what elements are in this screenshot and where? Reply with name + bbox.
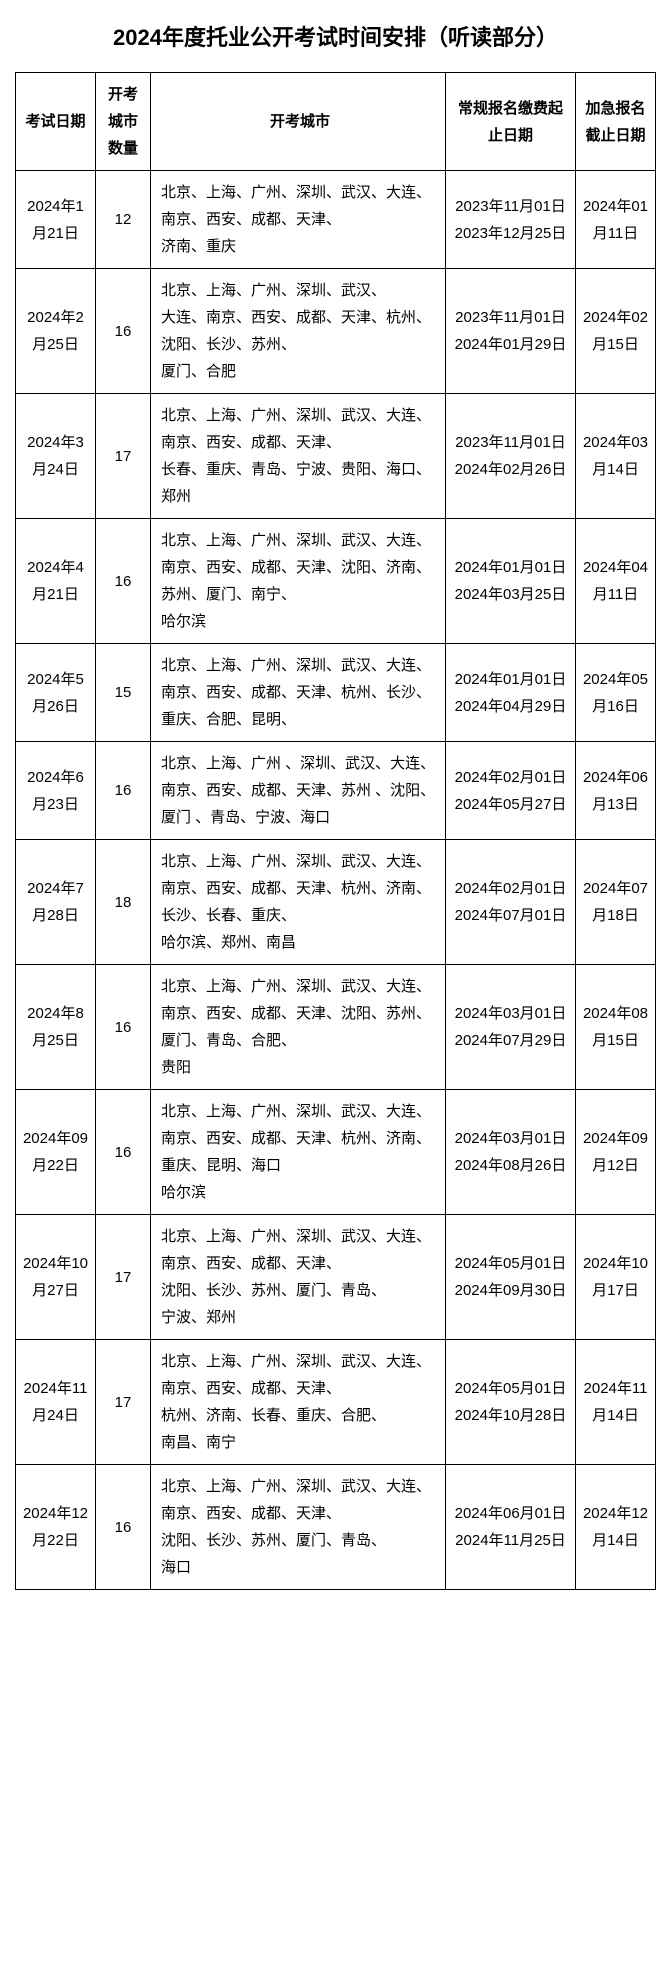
header-urgent: 加急报名截止日期	[576, 73, 656, 171]
cell-register: 2024年02月01日2024年05月27日	[446, 742, 576, 840]
cell-register: 2024年02月01日2024年07月01日	[446, 840, 576, 965]
cell-count: 17	[96, 394, 151, 519]
header-date: 考试日期	[16, 73, 96, 171]
cell-count: 15	[96, 644, 151, 742]
table-row: 2024年3月24日17北京、上海、广州、深圳、武汉、大连、南京、西安、成都、天…	[16, 394, 656, 519]
cell-count: 17	[96, 1215, 151, 1340]
header-cities: 开考城市	[151, 73, 446, 171]
cell-count: 16	[96, 1465, 151, 1590]
cell-urgent: 2024年06月13日	[576, 742, 656, 840]
cell-register: 2023年11月01日2024年02月26日	[446, 394, 576, 519]
cell-register: 2024年03月01日2024年08月26日	[446, 1090, 576, 1215]
cell-urgent: 2024年04月11日	[576, 519, 656, 644]
cell-urgent: 2024年05月16日	[576, 644, 656, 742]
cell-register: 2023年11月01日2023年12月25日	[446, 171, 576, 269]
cell-register: 2024年01月01日2024年03月25日	[446, 519, 576, 644]
cell-date: 2024年09月22日	[16, 1090, 96, 1215]
schedule-table: 考试日期 开考城市数量 开考城市 常规报名缴费起止日期 加急报名截止日期 202…	[15, 72, 656, 1590]
table-row: 2024年4月21日16北京、上海、广州、深圳、武汉、大连、南京、西安、成都、天…	[16, 519, 656, 644]
table-row: 2024年09月22日16北京、上海、广州、深圳、武汉、大连、南京、西安、成都、…	[16, 1090, 656, 1215]
cell-cities: 北京、上海、广州、深圳、武汉、 大连、南京、西安、成都、天津、杭州、沈阳、长沙、…	[151, 269, 446, 394]
header-register: 常规报名缴费起止日期	[446, 73, 576, 171]
cell-cities: 北京、上海、广州、深圳、武汉、大连、南京、西安、成都、天津、 沈阳、长沙、苏州、…	[151, 1465, 446, 1590]
page-title: 2024年度托业公开考试时间安排（听读部分）	[15, 20, 656, 52]
table-row: 2024年7月28日18北京、上海、广州、深圳、武汉、大连、南京、西安、成都、天…	[16, 840, 656, 965]
table-row: 2024年8月25日16北京、上海、广州、深圳、武汉、大连、南京、西安、成都、天…	[16, 965, 656, 1090]
cell-urgent: 2024年07月18日	[576, 840, 656, 965]
cell-count: 18	[96, 840, 151, 965]
cell-urgent: 2024年09月12日	[576, 1090, 656, 1215]
cell-date: 2024年1月21日	[16, 171, 96, 269]
cell-count: 16	[96, 742, 151, 840]
cell-cities: 北京、上海、广州 、深圳、武汉、大连、南京、西安、成都、天津、苏州 、沈阳、厦门…	[151, 742, 446, 840]
table-row: 2024年1月21日12北京、上海、广州、深圳、武汉、大连、南京、西安、成都、天…	[16, 171, 656, 269]
table-row: 2024年10月27日17北京、上海、广州、深圳、武汉、大连、南京、西安、成都、…	[16, 1215, 656, 1340]
cell-urgent: 2024年01月11日	[576, 171, 656, 269]
table-row: 2024年5月26日15北京、上海、广州、深圳、武汉、大连、南京、西安、成都、天…	[16, 644, 656, 742]
cell-urgent: 2024年11月14日	[576, 1340, 656, 1465]
cell-urgent: 2024年02月15日	[576, 269, 656, 394]
cell-cities: 北京、上海、广州、深圳、武汉、大连、南京、西安、成都、天津、 沈阳、长沙、苏州、…	[151, 1215, 446, 1340]
table-header-row: 考试日期 开考城市数量 开考城市 常规报名缴费起止日期 加急报名截止日期	[16, 73, 656, 171]
cell-register: 2023年11月01日2024年01月29日	[446, 269, 576, 394]
cell-count: 16	[96, 269, 151, 394]
cell-cities: 北京、上海、广州、深圳、武汉、大连、南京、西安、成都、天津、沈阳、苏州、厦门、青…	[151, 965, 446, 1090]
cell-register: 2024年06月01日2024年11月25日	[446, 1465, 576, 1590]
cell-register: 2024年03月01日2024年07月29日	[446, 965, 576, 1090]
cell-count: 16	[96, 519, 151, 644]
cell-date: 2024年10月27日	[16, 1215, 96, 1340]
cell-urgent: 2024年12月14日	[576, 1465, 656, 1590]
cell-urgent: 2024年10月17日	[576, 1215, 656, 1340]
cell-date: 2024年7月28日	[16, 840, 96, 965]
cell-cities: 北京、上海、广州、深圳、武汉、大连、南京、西安、成都、天津、杭州、长沙、重庆、合…	[151, 644, 446, 742]
header-count: 开考城市数量	[96, 73, 151, 171]
cell-date: 2024年2月25日	[16, 269, 96, 394]
cell-date: 2024年12月22日	[16, 1465, 96, 1590]
cell-cities: 北京、上海、广州、深圳、武汉、大连、南京、西安、成都、天津、 杭州、济南、长春、…	[151, 1340, 446, 1465]
cell-cities: 北京、上海、广州、深圳、武汉、大连、南京、西安、成都、天津、 长春、重庆、青岛、…	[151, 394, 446, 519]
cell-date: 2024年6月23日	[16, 742, 96, 840]
cell-urgent: 2024年08月15日	[576, 965, 656, 1090]
cell-register: 2024年01月01日2024年04月29日	[446, 644, 576, 742]
cell-date: 2024年4月21日	[16, 519, 96, 644]
table-row: 2024年11月24日17北京、上海、广州、深圳、武汉、大连、南京、西安、成都、…	[16, 1340, 656, 1465]
cell-count: 16	[96, 965, 151, 1090]
cell-date: 2024年8月25日	[16, 965, 96, 1090]
cell-register: 2024年05月01日2024年09月30日	[446, 1215, 576, 1340]
cell-date: 2024年3月24日	[16, 394, 96, 519]
cell-date: 2024年5月26日	[16, 644, 96, 742]
cell-cities: 北京、上海、广州、深圳、武汉、大连、南京、西安、成都、天津、杭州、济南、长沙、长…	[151, 840, 446, 965]
cell-count: 16	[96, 1090, 151, 1215]
cell-count: 12	[96, 171, 151, 269]
table-row: 2024年6月23日16北京、上海、广州 、深圳、武汉、大连、南京、西安、成都、…	[16, 742, 656, 840]
cell-cities: 北京、上海、广州、深圳、武汉、大连、南京、西安、成都、天津、 济南、重庆	[151, 171, 446, 269]
cell-date: 2024年11月24日	[16, 1340, 96, 1465]
cell-count: 17	[96, 1340, 151, 1465]
cell-cities: 北京、上海、广州、深圳、武汉、大连、南京、西安、成都、天津、沈阳、济南、苏州、厦…	[151, 519, 446, 644]
table-row: 2024年2月25日16北京、上海、广州、深圳、武汉、 大连、南京、西安、成都、…	[16, 269, 656, 394]
cell-urgent: 2024年03月14日	[576, 394, 656, 519]
cell-register: 2024年05月01日2024年10月28日	[446, 1340, 576, 1465]
cell-cities: 北京、上海、广州、深圳、武汉、大连、南京、西安、成都、天津、杭州、济南、重庆、昆…	[151, 1090, 446, 1215]
table-row: 2024年12月22日16北京、上海、广州、深圳、武汉、大连、南京、西安、成都、…	[16, 1465, 656, 1590]
